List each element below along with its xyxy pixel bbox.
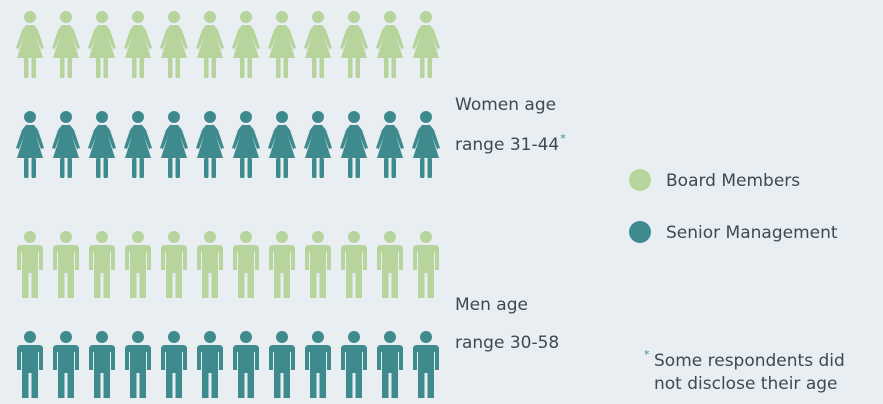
man-icon	[53, 231, 79, 298]
footnote-marker: *	[644, 348, 650, 361]
man-icon	[17, 231, 43, 298]
man-icon	[341, 231, 367, 298]
legend-label: Board Members	[666, 171, 800, 191]
legend-label: Senior Management	[666, 223, 838, 243]
man-icon	[233, 331, 259, 398]
man-icon	[125, 331, 151, 398]
woman-icon	[304, 111, 332, 178]
woman-icon	[88, 111, 116, 178]
woman-icon	[412, 11, 440, 78]
man-icon	[197, 331, 223, 398]
man-icon	[377, 231, 403, 298]
woman-icon	[160, 11, 188, 78]
woman-icon	[124, 111, 152, 178]
group-label: range 30-58	[455, 333, 559, 353]
woman-icon	[268, 111, 296, 178]
man-icon	[305, 231, 331, 298]
man-icon	[413, 331, 439, 398]
man-icon	[125, 231, 151, 298]
man-icon	[89, 331, 115, 398]
woman-icon	[88, 11, 116, 78]
man-icon	[305, 331, 331, 398]
group-label-line: range 31-44	[455, 135, 559, 155]
woman-icon	[340, 11, 368, 78]
man-icon	[233, 231, 259, 298]
man-icon	[341, 331, 367, 398]
woman-icon	[196, 111, 224, 178]
woman-icon	[376, 111, 404, 178]
woman-icon	[124, 11, 152, 78]
group-label: range 31-44*	[455, 132, 566, 155]
woman-icon	[412, 111, 440, 178]
woman-icon	[232, 111, 260, 178]
group-label: Men age	[455, 295, 528, 315]
man-icon	[17, 331, 43, 398]
man-icon	[89, 231, 115, 298]
pictogram-rows	[16, 11, 440, 398]
woman-icon	[340, 111, 368, 178]
woman-icon	[16, 111, 44, 178]
footnote: Some respondents did	[654, 351, 845, 371]
legend-swatch	[629, 221, 651, 243]
man-icon	[377, 331, 403, 398]
woman-icon	[160, 111, 188, 178]
woman-icon	[304, 11, 332, 78]
woman-icon	[52, 111, 80, 178]
woman-icon	[196, 11, 224, 78]
man-icon	[53, 331, 79, 398]
man-icon	[269, 231, 295, 298]
woman-icon	[52, 11, 80, 78]
footnote-marker: *	[560, 132, 566, 145]
woman-icon	[232, 11, 260, 78]
man-icon	[413, 231, 439, 298]
woman-icon	[268, 11, 296, 78]
footnote: not disclose their age	[654, 374, 838, 394]
man-icon	[197, 231, 223, 298]
woman-icon	[16, 11, 44, 78]
group-label: Women age	[455, 95, 556, 115]
woman-icon	[376, 11, 404, 78]
legend-swatch	[629, 169, 651, 191]
man-icon	[161, 231, 187, 298]
man-icon	[161, 331, 187, 398]
man-icon	[269, 331, 295, 398]
